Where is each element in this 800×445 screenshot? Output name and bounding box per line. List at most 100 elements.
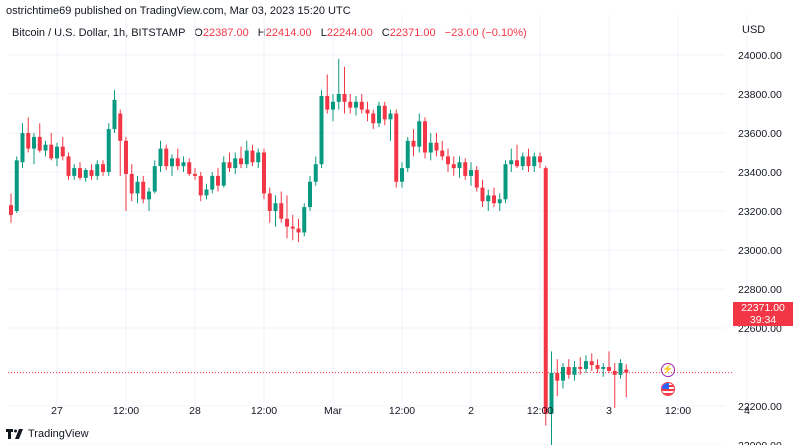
candle-body: [624, 369, 629, 373]
candle-body: [141, 181, 146, 200]
candle-body: [112, 99, 117, 130]
candle-body: [66, 156, 71, 176]
candle-body: [526, 156, 531, 167]
candle-body: [486, 195, 491, 202]
candle-body: [377, 105, 381, 124]
candle-body: [308, 181, 312, 208]
candle-body: [538, 156, 542, 163]
x-tick-label: Mar: [324, 405, 343, 417]
candle-body: [239, 158, 243, 165]
currency-label: USD: [742, 24, 766, 36]
candle-body: [325, 95, 330, 110]
candle-body: [313, 164, 318, 182]
open-value: 22387.00: [202, 27, 249, 39]
candle-body: [95, 164, 100, 176]
candle-body: [83, 170, 88, 178]
x-tick-label: 28: [189, 405, 201, 417]
candle-body: [423, 121, 427, 153]
candle-body: [129, 173, 134, 194]
x-tick-label: 12:00: [251, 405, 277, 417]
candle-body: [595, 365, 600, 369]
x-tick-label: 12:00: [665, 405, 691, 417]
candle-body: [509, 160, 514, 165]
candle-body: [359, 101, 364, 110]
symbol-name: Bitcoin / U.S. Dollar, 1h, BITSTAMP: [12, 27, 186, 39]
candle-body: [204, 189, 209, 196]
x-tick-label: 12:00: [389, 405, 415, 417]
high-label: H: [257, 27, 266, 39]
candle-body: [578, 367, 583, 369]
candle-body: [371, 113, 376, 124]
candle-body: [394, 113, 399, 182]
last-price-tag: 22371.00 39:34: [733, 302, 793, 326]
candle-body: [532, 156, 537, 167]
candle-body: [267, 193, 272, 211]
candle-body: [187, 162, 192, 174]
candle-body: [354, 101, 358, 108]
candle-body: [43, 144, 48, 151]
candle-body: [589, 361, 594, 366]
candle-body: [382, 105, 387, 120]
candle-body: [388, 113, 393, 120]
y-tick-label: 22600.00: [738, 323, 782, 335]
candle-body: [193, 173, 197, 176]
x-tick-label: 2: [468, 405, 474, 417]
candle-body: [503, 164, 508, 200]
y-tick-label: 22200.00: [738, 401, 782, 413]
high-value: 22414.00: [265, 27, 312, 39]
candle-body: [273, 203, 278, 211]
candle-body: [474, 170, 479, 188]
candle-body: [618, 363, 623, 375]
candle-body: [101, 164, 105, 172]
candle-body: [181, 162, 186, 167]
candle-body: [164, 148, 169, 167]
x-tick-label: 12:00: [113, 405, 139, 417]
candle-body: [296, 228, 301, 233]
candle-body: [221, 162, 226, 186]
candle-body: [216, 175, 220, 186]
grid-lines: [8, 15, 748, 445]
candle-body: [480, 187, 485, 202]
candle-body: [342, 94, 347, 102]
candle-body: [543, 168, 548, 414]
candle-body: [256, 152, 261, 163]
candle-body: [135, 181, 140, 194]
candle-body: [428, 142, 433, 153]
candle-body: [290, 226, 295, 229]
candle-body: [227, 162, 232, 169]
countdown-value: 39:34: [749, 314, 777, 326]
candle-body: [244, 150, 249, 165]
y-tick-label: 23800.00: [738, 89, 782, 101]
candle-body: [463, 162, 468, 176]
last-price-value: 22371.00: [741, 302, 785, 314]
candle-body: [515, 160, 519, 167]
candle-body: [20, 133, 25, 163]
x-axis-labels: 27 12:00 28 12:00 Mar 12:00 2 12:00 3 12:00 4: [51, 405, 750, 417]
candle-body: [601, 367, 606, 369]
candle-body: [262, 152, 266, 194]
y-tick-label: 23600.00: [738, 128, 782, 140]
candle-body: [279, 203, 284, 219]
candle-body: [561, 367, 565, 381]
candle-body: [319, 95, 324, 165]
candle-body: [400, 168, 404, 182]
candle-body: [584, 361, 588, 369]
candle-body: [549, 372, 554, 414]
candle-body: [124, 140, 128, 174]
change-value: −23.00 (−0.10%): [444, 27, 527, 39]
candle-body: [60, 146, 65, 157]
candle-body: [89, 170, 94, 176]
candle-body: [147, 191, 151, 200]
candle-body: [612, 370, 617, 375]
y-tick-label: 22800.00: [738, 284, 782, 296]
lightning-icon[interactable]: ⚡: [661, 363, 675, 377]
candle-body: [440, 150, 445, 157]
candle-body: [26, 133, 31, 149]
y-axis-labels: 24000.00 23800.00 23600.00 23400.00 23200.00…: [738, 50, 782, 445]
open-label: O: [194, 27, 203, 39]
footer: TradingView: [6, 428, 89, 440]
candle-body: [566, 367, 571, 375]
us-flag-icon[interactable]: [661, 382, 675, 396]
candles: [9, 58, 629, 445]
